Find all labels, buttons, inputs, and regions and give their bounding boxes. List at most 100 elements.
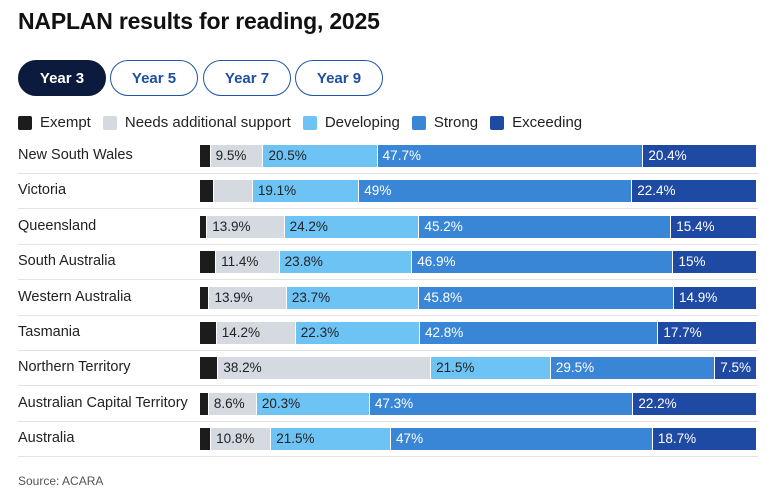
bar-segment-strong[interactable] — [419, 215, 672, 238]
bar-segment-needs-additional-support[interactable] — [207, 215, 285, 238]
bar-new-south-wales: 9.5% 20.5% 47.7% 20.4% — [200, 145, 757, 167]
bar-australian-capital-territory: 8.6% 20.3% 47.3% 22.2% — [200, 392, 757, 415]
category-label-south-australia: South Australia — [18, 253, 116, 270]
data-label: 49% — [364, 183, 392, 199]
bar-segment-needs-additional-support[interactable] — [218, 357, 432, 380]
data-label: 7.5% — [720, 360, 751, 376]
legend-label-strong: Strong — [433, 114, 479, 131]
category-label-tasmania: Tasmania — [18, 324, 81, 340]
bar-segment-exceeding[interactable] — [643, 145, 757, 167]
bar-segment-strong[interactable] — [420, 322, 659, 344]
legend-swatch-exempt — [18, 115, 32, 130]
data-label: 47.7% — [382, 148, 421, 163]
category-label-northern-territory: Northern Territory — [18, 359, 131, 376]
row-divider — [18, 243, 758, 245]
bar-segment-needs-additional-support[interactable] — [210, 145, 264, 167]
data-label: 46.9% — [417, 254, 456, 270]
bar-segment-exceeding[interactable] — [658, 322, 757, 344]
legend-item-strong: Strong — [411, 114, 479, 131]
category-label-western-australia: Western Australia — [18, 288, 132, 305]
bar-segment-exempt[interactable] — [200, 251, 217, 274]
data-label: 15.4% — [676, 218, 715, 234]
data-label: 15% — [678, 254, 706, 270]
legend-label-exceeding: Exceeding — [512, 114, 583, 131]
category-label-australia: Australia — [18, 430, 75, 447]
data-label: 45.2% — [424, 218, 463, 234]
bar-segment-needs-additional-support[interactable] — [208, 392, 257, 415]
bar-segment-exempt[interactable] — [200, 428, 212, 451]
tab-year-7[interactable]: Year 7 — [203, 60, 291, 96]
tab-year-5[interactable]: Year 5 — [110, 60, 198, 96]
bar-segment-exempt[interactable] — [200, 322, 217, 344]
bar-segment-exceeding[interactable] — [671, 215, 757, 238]
bar-segment-needs-additional-support[interactable] — [209, 286, 287, 309]
bar-segment-exceeding[interactable] — [632, 180, 757, 203]
legend-item-developing: Developing — [302, 114, 400, 131]
bar-segment-exceeding[interactable] — [715, 357, 757, 380]
bar-segment-developing[interactable] — [256, 392, 370, 415]
legend-swatch-exceeding — [490, 115, 505, 130]
bar-segment-exceeding[interactable] — [633, 392, 757, 415]
legend-label-exempt: Exempt — [40, 114, 91, 131]
data-label: 45.8% — [423, 289, 463, 305]
bar-segment-needs-additional-support[interactable] — [214, 180, 253, 203]
bar-segment-strong[interactable] — [359, 180, 633, 203]
data-label: 11.4% — [221, 254, 259, 270]
bar-queensland: 13.9% 24.2% 45.2% 15.4% — [200, 215, 757, 238]
data-label: 23.8% — [284, 254, 323, 270]
bar-segment-needs-additional-support[interactable] — [216, 251, 280, 274]
bar-segment-exceeding[interactable] — [673, 251, 757, 274]
data-label: 42.8% — [425, 325, 464, 340]
legend-swatch-strong — [411, 115, 426, 130]
legend-label-developing: Developing — [324, 114, 400, 131]
bar-segment-developing[interactable] — [286, 286, 419, 309]
row-divider — [18, 350, 758, 351]
data-label: 21.5% — [276, 431, 315, 447]
bar-segment-developing[interactable] — [252, 180, 360, 203]
bar-victoria: 19.1% 49% 22.4% — [200, 180, 757, 203]
legend-swatch-needs-support — [102, 115, 117, 130]
data-label: 18.7% — [657, 431, 697, 447]
data-label: 17.7% — [663, 325, 702, 340]
bar-segment-strong[interactable] — [391, 428, 653, 451]
bar-segment-strong[interactable] — [418, 286, 674, 309]
bar-segment-developing[interactable] — [279, 251, 413, 274]
category-label-australian-capital-territory: Australian Capital Territory — [18, 394, 188, 411]
data-label: 23.7% — [291, 289, 331, 305]
bar-segment-exempt[interactable] — [200, 286, 210, 309]
bar-segment-needs-additional-support[interactable] — [216, 322, 296, 344]
chart-legend: Exempt Needs additional support Developi… — [18, 114, 594, 131]
bar-segment-exempt[interactable] — [200, 392, 209, 415]
bar-segment-developing[interactable] — [271, 428, 392, 451]
bar-segment-strong[interactable] — [369, 392, 634, 415]
bar-australia: 10.8% 21.5% 47% 18.7% — [200, 428, 757, 451]
bar-segment-exempt[interactable] — [200, 145, 211, 167]
tab-year-9[interactable]: Year 9 — [295, 60, 383, 96]
data-label: 10.8% — [216, 431, 255, 447]
tab-year-3[interactable]: Year 3 — [18, 60, 106, 96]
bar-tasmania: 14.2% 22.3% 42.8% 17.7% — [200, 322, 757, 344]
bar-segment-developing[interactable] — [431, 357, 551, 380]
legend-swatch-developing — [302, 115, 317, 130]
bar-segment-strong[interactable] — [550, 357, 716, 380]
bar-segment-exempt[interactable] — [200, 357, 219, 380]
legend-item-needs-support: Needs additional support — [102, 114, 291, 131]
legend-item-exempt: Exempt — [18, 114, 91, 131]
bar-segment-developing[interactable] — [295, 322, 420, 344]
bar-western-australia: 13.9% 23.7% 45.8% 14.9% — [200, 286, 757, 309]
bar-segment-developing[interactable] — [284, 215, 420, 238]
bar-segment-exempt[interactable] — [200, 180, 215, 203]
data-label: 22.3% — [300, 325, 340, 340]
row-divider — [18, 420, 758, 422]
bar-segment-exceeding[interactable] — [674, 286, 757, 309]
data-label: 47.3% — [374, 395, 414, 411]
bar-segment-exempt[interactable] — [200, 215, 208, 238]
bar-segment-developing[interactable] — [263, 145, 378, 167]
bar-segment-strong[interactable] — [377, 145, 644, 167]
bar-segment-strong[interactable] — [412, 251, 674, 274]
bar-segment-exceeding[interactable] — [652, 428, 757, 451]
bar-segment-needs-additional-support[interactable] — [211, 428, 272, 451]
data-label: 20.3% — [261, 395, 301, 411]
data-label: 22.2% — [638, 395, 677, 411]
